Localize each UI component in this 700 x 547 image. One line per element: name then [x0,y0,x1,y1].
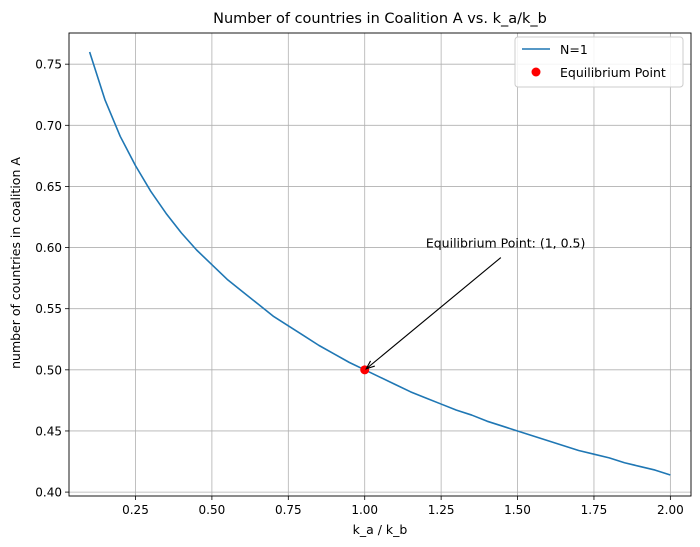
y-tick-label: 0.45 [35,424,62,438]
y-tick-label: 0.40 [35,486,62,500]
series-layer [88,51,671,476]
chart-title: Number of countries in Coalition A vs. k… [213,11,547,27]
y-axis-label: number of countries in coalition A [8,157,23,369]
x-tick-label: 1.50 [504,503,531,517]
x-axis-ticks: 0.25 0.50 0.75 1.00 1.25 1.50 1.75 2.00 [122,496,684,517]
series-line-n1 [88,51,671,476]
x-tick-label: 0.75 [275,503,302,517]
y-tick-label: 0.65 [35,180,62,194]
x-tick-label: 2.00 [657,503,684,517]
x-tick-label: 0.50 [199,503,226,517]
x-tick-label: 1.75 [581,503,608,517]
legend-marker-swatch [531,67,541,77]
x-tick-label: 0.25 [122,503,149,517]
y-tick-label: 0.75 [35,58,62,72]
x-tick-label: 1.25 [428,503,455,517]
annotation-layer: Equilibrium Point: (1, 0.5) [365,236,586,370]
x-tick-label: 1.00 [351,503,378,517]
legend-box [514,36,684,88]
plot-frame [68,32,692,497]
y-tick-label: 0.50 [35,363,62,377]
legend-label-series: N=1 [560,42,588,57]
x-axis-label: k_a / k_b [353,522,408,537]
grid-lines [69,33,691,496]
legend: N=1 Equilibrium Point [514,36,684,88]
y-axis-ticks: 0.40 0.45 0.50 0.55 0.60 0.65 0.70 0.75 [35,58,69,500]
annotation-text: Equilibrium Point: (1, 0.5) [426,236,586,251]
y-tick-label: 0.70 [35,119,62,133]
annotation-arrow-shaft [365,257,502,370]
y-tick-label: 0.55 [35,302,62,316]
annotation-arrow-head [365,360,375,370]
legend-label-equilibrium: Equilibrium Point [560,65,666,80]
y-tick-label: 0.60 [35,241,62,255]
